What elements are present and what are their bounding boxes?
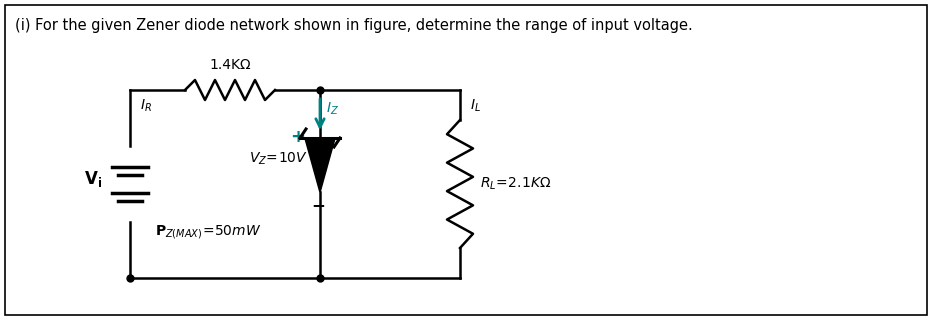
Text: (i) For the given Zener diode network shown in figure, determine the range of in: (i) For the given Zener diode network sh…: [15, 18, 692, 33]
Text: $V_Z\!=\!10V$: $V_Z\!=\!10V$: [249, 151, 308, 167]
Text: $\mathbf{V_i}$: $\mathbf{V_i}$: [84, 169, 102, 189]
Text: 1.4KΩ: 1.4KΩ: [209, 58, 251, 72]
Text: −: −: [311, 196, 325, 214]
Text: $R_L\!=\!2.1K\Omega$: $R_L\!=\!2.1K\Omega$: [480, 176, 551, 192]
Text: +: +: [291, 128, 306, 146]
Text: $I_Z$: $I_Z$: [326, 101, 339, 117]
Text: $I_L$: $I_L$: [470, 98, 481, 115]
Text: $\mathbf{P}_{Z(MAX)}\!=\!50mW$: $\mathbf{P}_{Z(MAX)}\!=\!50mW$: [155, 223, 262, 241]
Polygon shape: [305, 138, 335, 192]
FancyBboxPatch shape: [5, 5, 927, 315]
Text: $I_R$: $I_R$: [140, 98, 152, 115]
